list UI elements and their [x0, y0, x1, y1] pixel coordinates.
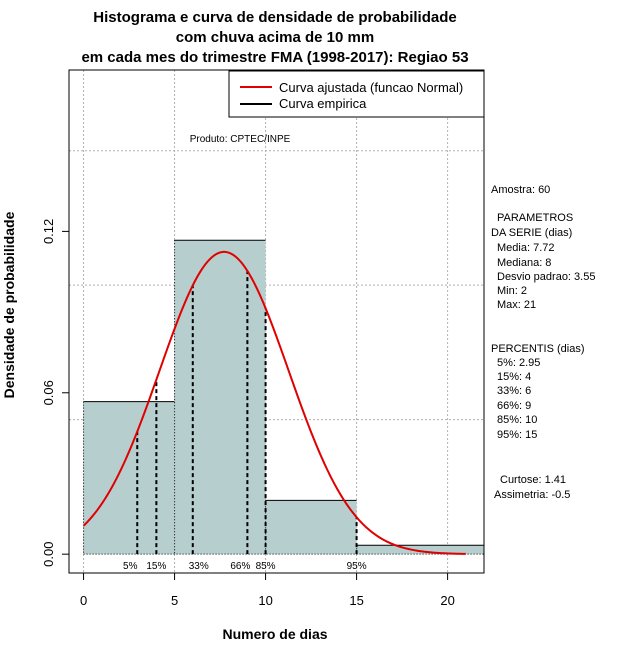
plot-frame	[68, 69, 485, 574]
histogram-bar	[356, 545, 484, 555]
chart-title-line-3: em cada mes do trimestre FMA (1998-2017)…	[81, 49, 468, 66]
histogram-bar	[174, 240, 266, 555]
stat-assimetria: Assimetria: -0.5	[494, 489, 570, 501]
y-tick-label: 0.12	[41, 219, 56, 244]
stat-p95: 95%: 15	[497, 429, 537, 441]
percentile-lines-layer: 5% 15% 33% 66% 85% 95%	[123, 270, 367, 572]
stat-p5: 5%: 2.95	[497, 357, 540, 369]
legend-box	[228, 70, 485, 118]
histogram-bar	[265, 500, 357, 555]
stat-p15: 15%: 4	[497, 371, 531, 383]
stat-mediana: Mediana: 8	[497, 257, 551, 269]
stats-panel: Amostra: 60 PARAMETROS DA SERIE (dias) M…	[491, 184, 595, 501]
stat-p66: 66%: 9	[497, 400, 531, 412]
stat-max: Max: 21	[497, 299, 536, 311]
legend-label-empirical: Curva empirica	[279, 96, 367, 111]
y-axis-label: Densidade de probabilidade	[1, 211, 17, 398]
x-tick-label: 5	[171, 593, 178, 608]
legend-label-normal: Curva ajustada (funcao Normal)	[279, 80, 463, 95]
normal-density-curve	[82, 250, 466, 555]
legend: Curva ajustada (funcao Normal) Curva emp…	[228, 70, 485, 118]
stat-perc-title: PERCENTIS (dias)	[491, 343, 585, 355]
percentile-label-95: 95%	[347, 561, 367, 572]
bars-layer	[83, 239, 484, 555]
stat-desvio: Desvio padrao: 3.55	[497, 271, 595, 283]
stat-p33: 33%: 6	[497, 385, 531, 397]
chart-title-line-1: Histograma e curva de densidade de proba…	[93, 9, 456, 26]
percentile-label-15: 15%	[146, 561, 166, 572]
x-tick-label: 10	[258, 593, 272, 608]
stat-media: Media: 7.72	[497, 242, 554, 254]
stat-amostra: Amostra: 60	[491, 184, 550, 196]
y-tick-label: 0.06	[41, 380, 56, 405]
y-tick-label: 0.00	[41, 542, 56, 567]
percentile-label-5: 5%	[123, 561, 138, 572]
curve-layer	[82, 250, 466, 555]
x-tick-label: 0	[80, 593, 87, 608]
x-tick-label: 15	[349, 593, 363, 608]
percentile-label-66: 66%	[230, 561, 250, 572]
x-tick-label: 20	[440, 593, 454, 608]
product-annotation: Produto: CPTEC/INPE	[190, 134, 291, 145]
stat-curtose: Curtose: 1.41	[500, 474, 566, 486]
stat-param-title-1: PARAMETROS	[497, 212, 573, 224]
x-axis-label: Numero de dias	[222, 626, 327, 642]
stat-min: Min: 2	[497, 285, 527, 297]
percentile-label-33: 33%	[189, 561, 209, 572]
percentile-label-85: 85%	[256, 561, 276, 572]
histogram-bar	[83, 401, 175, 555]
stat-p85: 85%: 10	[497, 414, 537, 426]
stat-param-title-2: DA SERIE (dias)	[491, 227, 572, 239]
chart-title-line-2: com chuva acima de 10 mm	[176, 29, 374, 46]
